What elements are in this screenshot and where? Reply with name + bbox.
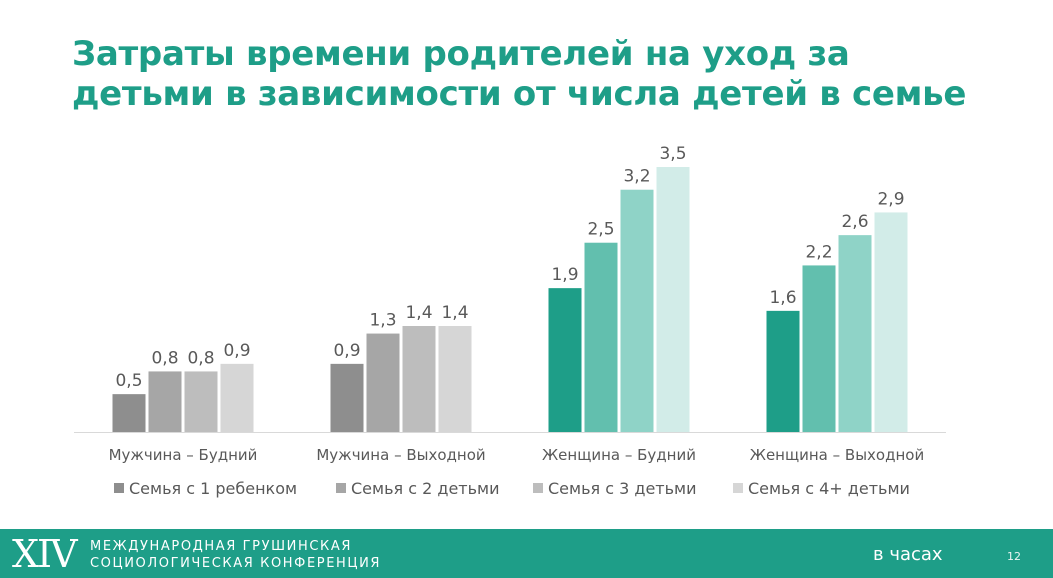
data-label: 1,6 <box>769 288 796 308</box>
data-label: 1,9 <box>551 265 578 285</box>
bar <box>438 326 472 432</box>
bar <box>148 371 182 432</box>
category-label: Женщина – Выходной <box>750 446 924 464</box>
data-label: 2,6 <box>841 212 868 232</box>
conference-name-line-1: Международная Грушинская <box>90 539 352 554</box>
data-label: 0,9 <box>333 341 360 361</box>
data-label: 2,9 <box>877 189 904 209</box>
legend-swatch <box>114 483 124 493</box>
data-label: 1,3 <box>369 311 396 331</box>
data-label: 1,4 <box>405 303 432 323</box>
units-label: в часах <box>873 544 943 565</box>
bar-chart: 0,5 0,8 0,8 0,9 Мужчина – Будний 0,9 1,3 1,4 1,4… <box>74 144 946 498</box>
legend-label: Семья с 1 ребенком <box>129 479 297 498</box>
legend-label: Семья с 4+ детьми <box>748 479 910 498</box>
bar <box>548 288 582 432</box>
legend-label: Семья с 2 детьми <box>351 479 500 498</box>
bar <box>366 333 400 432</box>
data-label: 0,8 <box>151 348 178 368</box>
data-label: 2,2 <box>805 242 832 262</box>
page-number: 12 <box>1007 550 1021 563</box>
bar <box>112 394 146 432</box>
bar <box>620 189 654 432</box>
slide-title-line-2: детьми в зависимости от числа детей в се… <box>72 74 967 114</box>
legend-label: Семья с 3 детьми <box>548 479 697 498</box>
category-label: Мужчина – Выходной <box>316 446 485 464</box>
data-label: 0,5 <box>115 371 142 391</box>
legend-swatch <box>533 483 543 493</box>
bar <box>330 363 364 432</box>
data-label: 3,2 <box>623 167 650 187</box>
footer-bar: XIV Международная Грушинская социологиче… <box>0 529 1053 578</box>
data-label: 0,9 <box>223 341 250 361</box>
bar <box>874 212 908 432</box>
bar <box>838 235 872 432</box>
data-label: 0,8 <box>187 348 214 368</box>
legend-swatch <box>733 483 743 493</box>
bar <box>184 371 218 432</box>
bar <box>584 242 618 432</box>
bar <box>220 363 254 432</box>
bar <box>402 326 436 432</box>
data-label: 1,4 <box>441 303 468 323</box>
category-label: Мужчина – Будний <box>109 446 258 464</box>
data-label: 3,5 <box>659 144 686 164</box>
bar <box>802 265 836 432</box>
slide-title: Затраты времени родителей на уход за дет… <box>72 34 1032 114</box>
conference-name: Международная Грушинская социологическая… <box>90 538 381 572</box>
bar <box>766 310 800 432</box>
conference-logo: XIV <box>12 532 78 576</box>
bar <box>656 167 690 432</box>
data-label: 2,5 <box>587 220 614 240</box>
slide-title-line-1: Затраты времени родителей на уход за <box>72 34 850 74</box>
conference-name-line-2: социологическая конференция <box>90 556 382 571</box>
category-label: Женщина – Будний <box>542 446 696 464</box>
legend-swatch <box>336 483 346 493</box>
